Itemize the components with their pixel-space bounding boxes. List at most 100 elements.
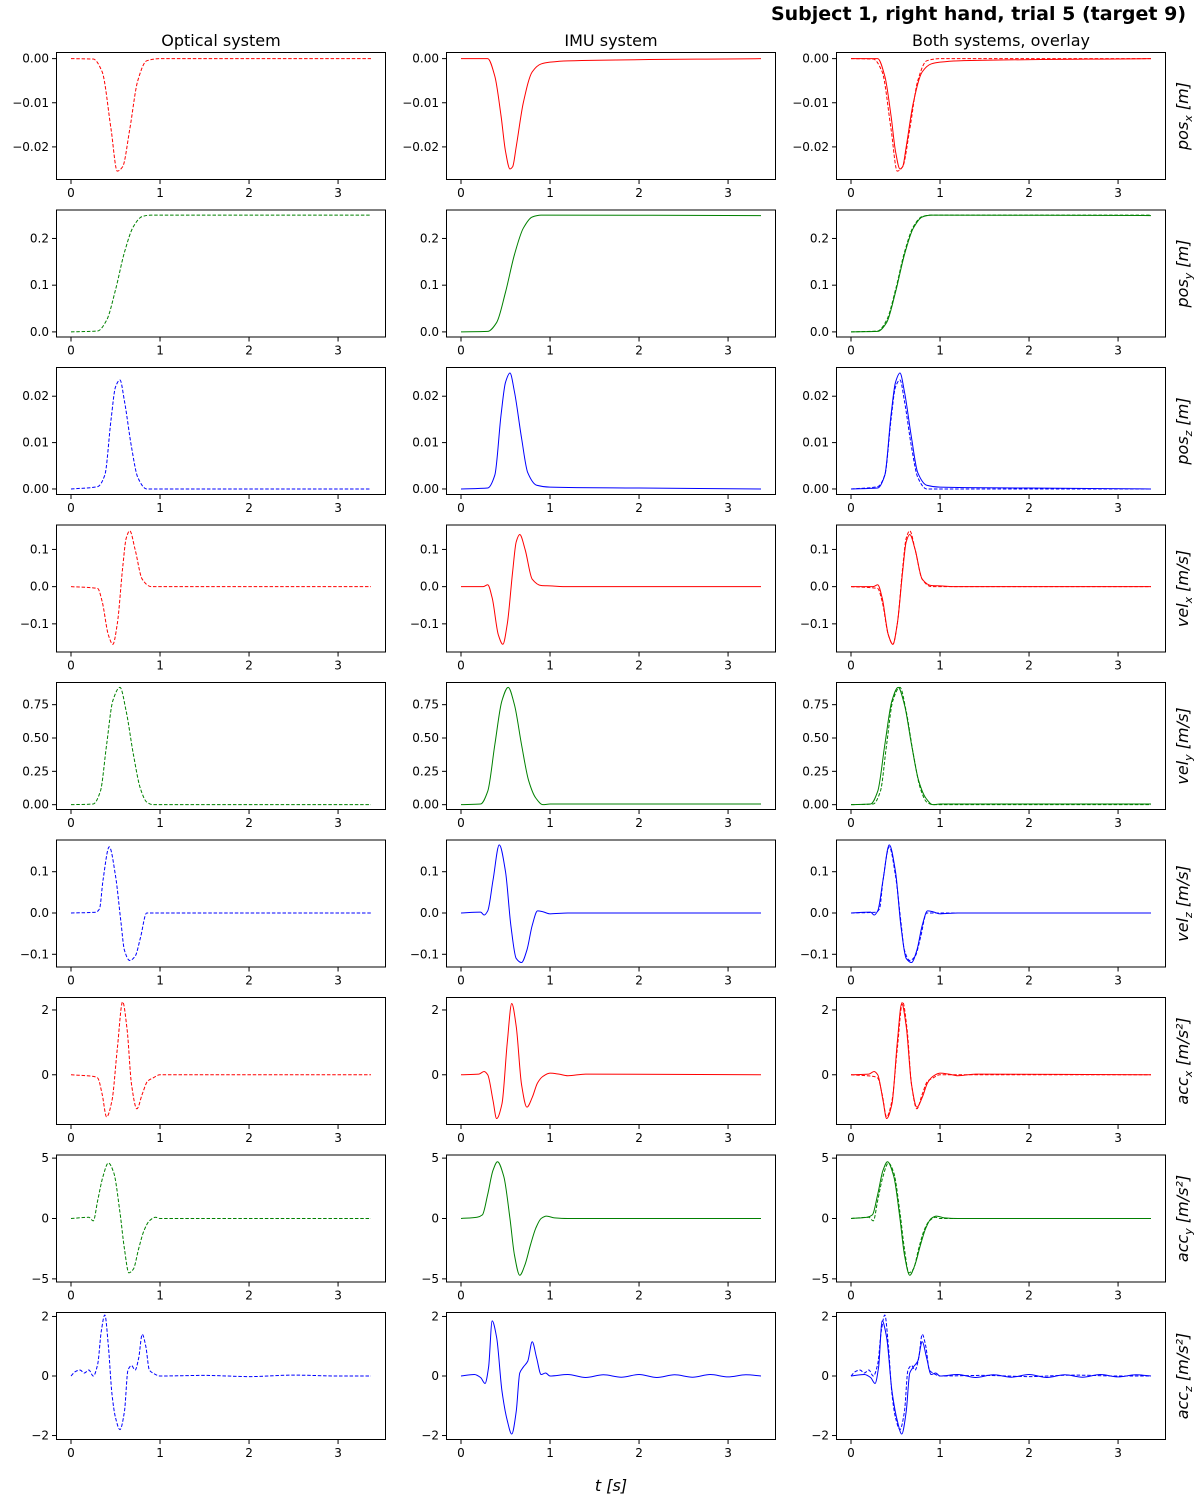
x-tick-label: 3 [724, 186, 732, 200]
panel-frame [56, 524, 386, 653]
y-tick-label: 0.1 [420, 278, 439, 292]
y-tick-label: 0.75 [412, 698, 439, 712]
figure-title: Subject 1, right hand, trial 5 (target 9… [771, 3, 1186, 25]
panel-vel-y-col2: 0 1 2 3 0.75 0.50 0.25 0.00 [412, 682, 776, 830]
x-tick-label: 0 [457, 186, 465, 200]
x-tick-label: 2 [1025, 974, 1033, 988]
row-label-unit: [m/s²] [1173, 1017, 1192, 1070]
panel-acc-x-col2: 0 1 2 3 2 0 [431, 997, 776, 1145]
x-tick-label: 3 [334, 659, 342, 673]
panel-frame [56, 1312, 386, 1440]
y-tick-label: 0.2 [420, 231, 439, 245]
x-tick-label: 0 [847, 816, 855, 830]
x-tick-label: 1 [936, 1446, 944, 1460]
panel-frame [836, 1154, 1166, 1283]
y-tick-label: 5 [41, 1151, 49, 1165]
y-tick-label: 5 [821, 1151, 829, 1165]
row-label-main: vel [1173, 760, 1192, 784]
series-line-optical-acc-x [70, 1001, 371, 1118]
panel-pos-z-col2: 0 1 2 3 0.00 0.01 0.02 [412, 367, 776, 515]
series-line-optical-pos-y [850, 214, 1151, 333]
x-tick-label: 1 [546, 186, 554, 200]
y-tick-label: −5 [421, 1272, 439, 1286]
y-tick-label: 0.00 [22, 52, 49, 66]
row-label-pos-z: posz [m] [1173, 397, 1195, 465]
panel-acc-x-col1: 0 1 2 3 2 0 [41, 997, 386, 1145]
row-label-acc-x: accx [m/s²] [1173, 1017, 1195, 1104]
x-tick-label: 2 [245, 344, 253, 358]
x-tick-label: 2 [635, 186, 643, 200]
row-label-unit: [m] [1173, 82, 1192, 115]
row-label-sub: y [1182, 272, 1195, 280]
x-tick-label: 2 [1025, 1289, 1033, 1303]
x-tick-label: 1 [156, 816, 164, 830]
x-tick-label: 1 [546, 1131, 554, 1145]
y-tick-label: 2 [431, 1309, 439, 1323]
row-label-vel-z: velz [m/s] [1173, 865, 1195, 941]
y-tick-label: 0 [41, 1369, 49, 1383]
x-tick-label: 3 [724, 501, 732, 515]
panel-frame [56, 209, 386, 338]
x-tick-label: 0 [67, 659, 75, 673]
panel-pos-y-col2: 0 1 2 3 0.0 0.1 0.2 [420, 209, 776, 358]
column-title-optical: Optical system [161, 31, 280, 50]
panel-frame [446, 997, 776, 1125]
panel-vel-x-col3: 0 1 2 3 0.1 0.0 −0.1 [800, 524, 1166, 673]
series-line-imu-vel-x [851, 534, 1151, 645]
y-tick-label: 0.50 [22, 731, 49, 745]
series-line-optical-acc-x [850, 1001, 1151, 1118]
x-tick-label: 3 [1114, 816, 1122, 830]
y-tick-label: 0.50 [412, 731, 439, 745]
x-tick-label: 1 [156, 1446, 164, 1460]
panel-frame [446, 839, 776, 968]
y-tick-label: 0.00 [802, 798, 829, 812]
x-tick-label: 3 [1114, 1289, 1122, 1303]
row-label-main: pos [1173, 436, 1192, 465]
row-label-vel-x: velx [m/s] [1173, 550, 1195, 627]
panel-frame [446, 524, 776, 653]
series-line-optical-acc-z [850, 1314, 1151, 1431]
row-label-unit: [m] [1173, 397, 1192, 430]
panel-frame [56, 997, 386, 1125]
x-tick-label: 1 [936, 1289, 944, 1303]
y-tick-label: −0.1 [410, 947, 439, 961]
x-tick-label: 0 [847, 501, 855, 515]
panel-acc-y-col1: 0 1 2 3 5 0 −5 [31, 1151, 386, 1303]
y-tick-label: 0.00 [22, 798, 49, 812]
series-line-imu-vel-x [461, 534, 761, 645]
row-label-sub: x [1182, 1070, 1195, 1078]
y-tick-label: 0.2 [810, 231, 829, 245]
y-tick-label: 0.25 [22, 764, 49, 778]
y-tick-label: 0.00 [802, 482, 829, 496]
row-label-unit: [m/s²] [1173, 1175, 1192, 1228]
row-label-main: pos [1173, 279, 1192, 308]
y-tick-label: −0.02 [792, 140, 829, 154]
x-tick-label: 3 [334, 974, 342, 988]
panel-frame [836, 367, 1166, 495]
x-tick-label: 2 [635, 501, 643, 515]
y-tick-label: 5 [431, 1151, 439, 1165]
x-tick-label: 2 [245, 1446, 253, 1460]
x-tick-label: 3 [1114, 659, 1122, 673]
series-line-imu-pos-x [461, 58, 762, 170]
x-tick-label: 0 [847, 974, 855, 988]
panel-frame [56, 682, 386, 810]
x-tick-label: 0 [67, 816, 75, 830]
row-label-pos-x: posx [m] [1173, 82, 1195, 151]
panel-vel-x-col1: 0 1 2 3 0.1 0.0 −0.1 [20, 524, 386, 673]
y-tick-label: 0 [431, 1212, 439, 1226]
panel-vel-y-col1: 0 1 2 3 0.75 0.50 0.25 0.00 [22, 682, 386, 830]
y-tick-label: 0.0 [420, 325, 439, 339]
y-tick-label: −0.1 [20, 617, 49, 631]
x-tick-label: 3 [724, 1131, 732, 1145]
x-tick-label: 1 [546, 344, 554, 358]
x-tick-label: 0 [457, 501, 465, 515]
y-tick-label: 0 [821, 1212, 829, 1226]
x-tick-label: 3 [724, 974, 732, 988]
x-tick-label: 0 [457, 344, 465, 358]
x-tick-label: 3 [334, 344, 342, 358]
x-tick-label: 1 [936, 816, 944, 830]
series-line-imu-acc-z [460, 1320, 762, 1435]
